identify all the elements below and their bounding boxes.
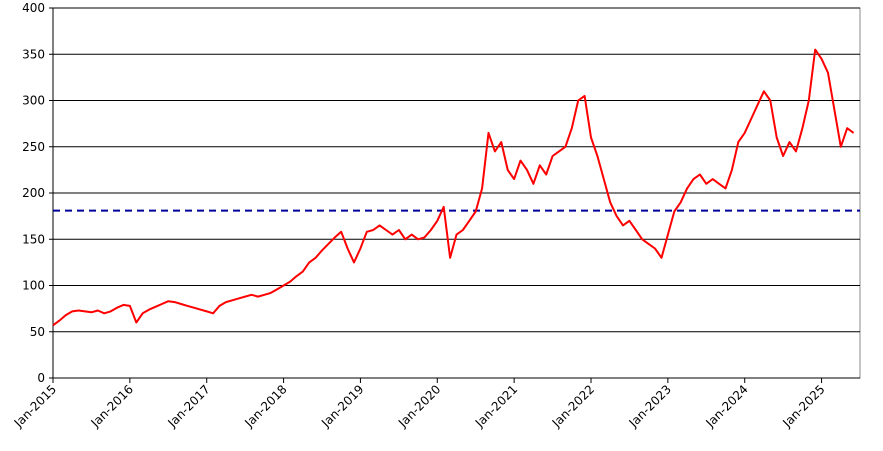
y-tick-label: 200 <box>22 186 45 200</box>
x-tick-label: Jan-2025 <box>779 382 827 430</box>
x-tick-label: Jan-2015 <box>11 382 59 430</box>
y-tick-label: 250 <box>22 140 45 154</box>
y-tick-label: 100 <box>22 279 45 293</box>
y-tick-label: 400 <box>22 1 45 15</box>
y-tick-label: 300 <box>22 94 45 108</box>
x-tick-label: Jan-2016 <box>88 382 136 430</box>
x-tick-label: Jan-2020 <box>395 382 443 430</box>
x-tick-label: Jan-2022 <box>549 382 597 430</box>
x-tick-label: Jan-2017 <box>164 382 212 430</box>
y-tick-label: 150 <box>22 232 45 246</box>
x-tick-label: Jan-2024 <box>702 382 750 430</box>
x-tick-label: Jan-2021 <box>472 382 520 430</box>
y-tick-label: 0 <box>37 371 45 385</box>
y-tick-label: 50 <box>30 325 45 339</box>
x-tick-label: Jan-2023 <box>626 382 674 430</box>
price-line <box>52 48 855 327</box>
x-tick-label: Jan-2018 <box>241 382 289 430</box>
y-tick-label: 350 <box>22 47 45 61</box>
x-tick-label: Jan-2019 <box>318 382 366 430</box>
